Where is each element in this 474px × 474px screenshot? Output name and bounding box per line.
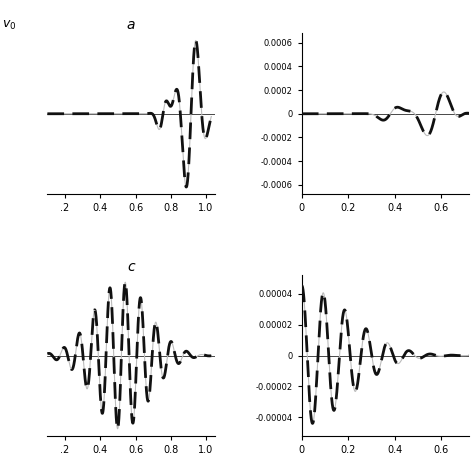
Title: a: a: [127, 18, 136, 32]
Title: c: c: [128, 260, 135, 274]
Text: $v_0$: $v_0$: [2, 19, 17, 32]
